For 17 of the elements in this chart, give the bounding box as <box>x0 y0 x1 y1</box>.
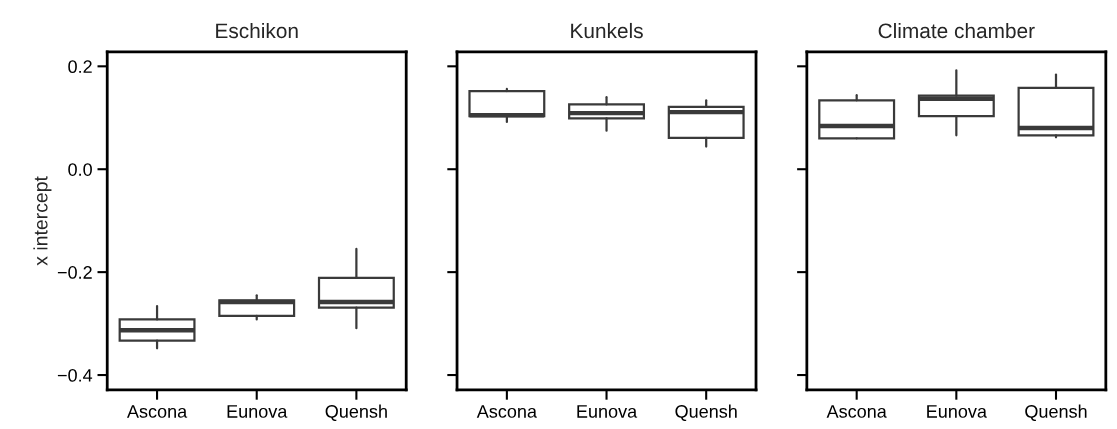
x-tick-label: Quensh <box>1025 404 1087 422</box>
chart-title: Kunkels <box>571 22 643 39</box>
chart-title: Climate chamber <box>878 22 1035 39</box>
x-tick-label: Quensh <box>675 404 737 422</box>
x-tick-label: Eunova <box>577 405 638 418</box>
y-tick-label: −0.4 <box>57 368 93 382</box>
x-tick-label: Ascona <box>826 405 887 418</box>
y-tick-label: 0.2 <box>68 60 92 74</box>
x-tick-label: Eunova <box>227 405 288 418</box>
y-tick-label: −0.2 <box>57 266 92 279</box>
y-tick-label: 0.0 <box>68 163 92 176</box>
y-axis-title: x intercept <box>33 176 52 266</box>
x-tick-label: Ascona <box>476 405 537 418</box>
x-tick-label: Quensh <box>325 404 387 422</box>
chart-title: Eschikon <box>216 22 298 39</box>
x-tick-label: Ascona <box>126 405 188 418</box>
x-tick-label: Eunova <box>927 405 987 418</box>
